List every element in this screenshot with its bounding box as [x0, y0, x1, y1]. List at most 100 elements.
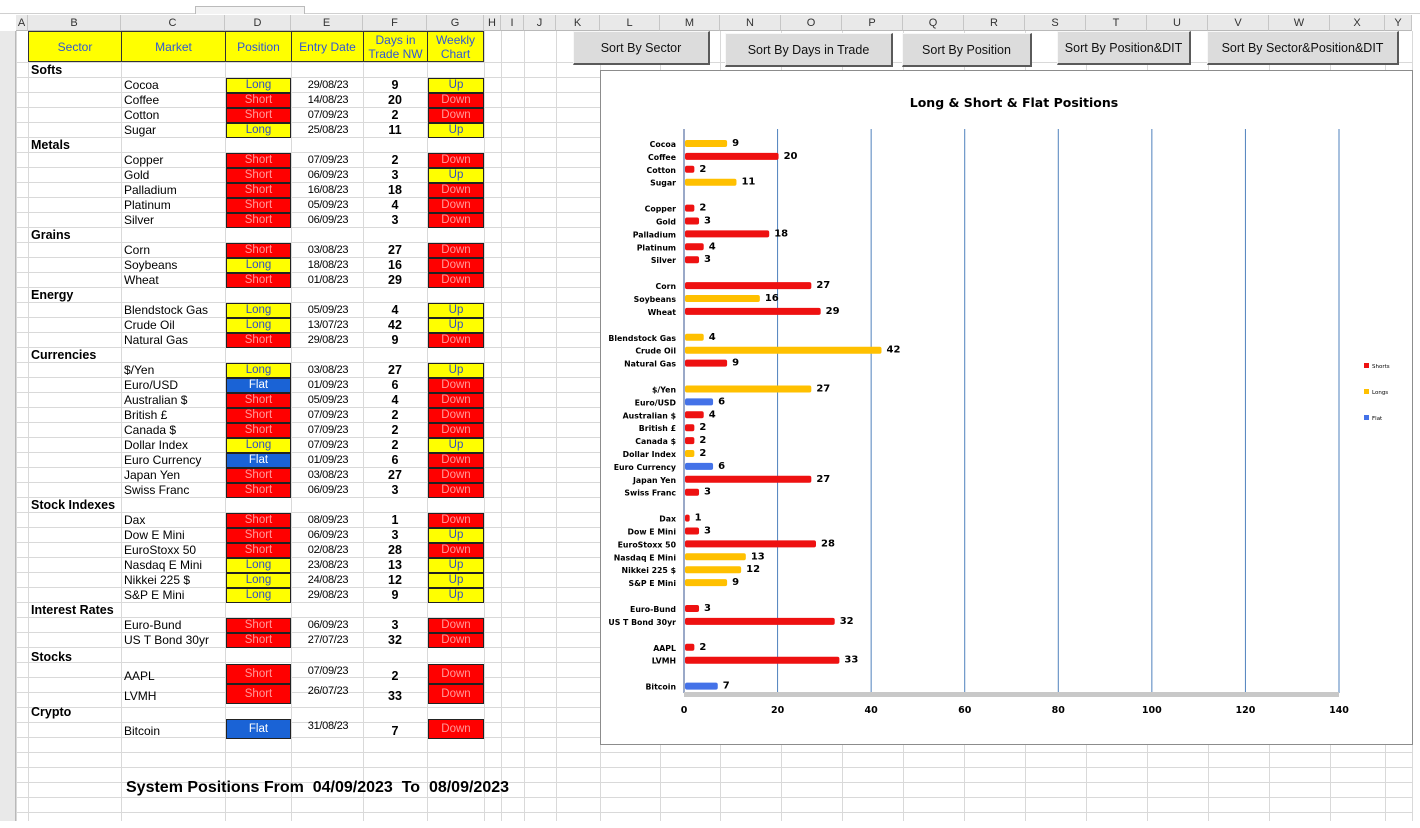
column-header[interactable]: N	[720, 15, 781, 31]
position-cell[interactable]: Long	[226, 558, 291, 573]
column-header[interactable]: C	[121, 15, 225, 31]
weekly-chart-cell[interactable]: Up	[428, 588, 484, 603]
weekly-chart-cell[interactable]: Down	[428, 258, 484, 273]
column-header[interactable]: B	[28, 15, 121, 31]
position-cell[interactable]: Long	[226, 438, 291, 453]
weekly-chart-cell[interactable]: Down	[428, 153, 484, 168]
column-header[interactable]: E	[291, 15, 363, 31]
weekly-chart-cell[interactable]: Up	[428, 438, 484, 453]
position-cell[interactable]: Long	[226, 78, 291, 93]
weekly-chart-cell[interactable]: Down	[428, 664, 484, 684]
weekly-chart-cell[interactable]: Down	[428, 183, 484, 198]
position-cell[interactable]: Long	[226, 258, 291, 273]
column-header[interactable]: A	[16, 15, 28, 31]
column-header[interactable]: J	[524, 15, 556, 31]
weekly-chart-cell[interactable]: Down	[428, 243, 484, 258]
position-cell[interactable]: Flat	[226, 378, 291, 393]
position-cell[interactable]: Flat	[226, 719, 291, 739]
column-header[interactable]: X	[1330, 15, 1385, 31]
position-cell[interactable]: Short	[226, 513, 291, 528]
position-cell[interactable]: Long	[226, 123, 291, 138]
weekly-chart-cell[interactable]: Up	[428, 78, 484, 93]
sort-by-days-button[interactable]: Sort By Days in Trade	[725, 33, 893, 67]
weekly-chart-cell[interactable]: Down	[428, 684, 484, 704]
weekly-chart-cell[interactable]: Down	[428, 93, 484, 108]
position-cell[interactable]: Short	[226, 393, 291, 408]
column-header[interactable]: I	[501, 15, 524, 31]
column-header[interactable]: L	[600, 15, 660, 31]
weekly-chart-cell[interactable]: Down	[428, 378, 484, 393]
position-cell[interactable]: Short	[226, 528, 291, 543]
position-cell[interactable]: Short	[226, 423, 291, 438]
position-cell[interactable]: Short	[226, 618, 291, 633]
sort-by-sector-position-dit-button[interactable]: Sort By Sector&Position&DIT	[1207, 31, 1399, 65]
column-header[interactable]: K	[556, 15, 600, 31]
weekly-chart-cell[interactable]: Up	[428, 303, 484, 318]
position-cell[interactable]: Long	[226, 588, 291, 603]
weekly-chart-cell[interactable]: Down	[428, 483, 484, 498]
weekly-chart-cell[interactable]: Up	[428, 558, 484, 573]
position-cell[interactable]: Short	[226, 664, 291, 684]
column-header[interactable]: U	[1147, 15, 1208, 31]
weekly-chart-cell[interactable]: Down	[428, 393, 484, 408]
position-cell[interactable]: Short	[226, 183, 291, 198]
position-cell[interactable]: Short	[226, 408, 291, 423]
position-cell[interactable]: Short	[226, 243, 291, 258]
weekly-chart-cell[interactable]: Down	[428, 719, 484, 739]
position-cell[interactable]: Short	[226, 273, 291, 288]
weekly-chart-cell[interactable]: Up	[428, 123, 484, 138]
sort-by-position-dit-button[interactable]: Sort By Position&DIT	[1057, 31, 1191, 65]
weekly-chart-cell[interactable]: Down	[428, 513, 484, 528]
column-header[interactable]: R	[964, 15, 1025, 31]
position-cell[interactable]: Short	[226, 633, 291, 648]
weekly-chart-cell[interactable]: Down	[428, 408, 484, 423]
position-cell[interactable]: Short	[226, 213, 291, 228]
weekly-chart-cell[interactable]: Up	[428, 528, 484, 543]
weekly-chart-cell[interactable]: Up	[428, 318, 484, 333]
sort-by-sector-button[interactable]: Sort By Sector	[573, 31, 710, 65]
weekly-chart-cell[interactable]: Down	[428, 273, 484, 288]
column-header[interactable]: V	[1208, 15, 1269, 31]
position-cell[interactable]: Flat	[226, 453, 291, 468]
positions-chart[interactable]: Long & Short & Flat Positions 0 20 40 60 80 10…	[600, 70, 1413, 745]
column-header[interactable]: T	[1086, 15, 1147, 31]
column-header[interactable]: Q	[903, 15, 964, 31]
weekly-chart-cell[interactable]: Up	[428, 363, 484, 378]
position-cell[interactable]: Long	[226, 363, 291, 378]
column-header[interactable]: S	[1025, 15, 1086, 31]
weekly-chart-cell[interactable]: Down	[428, 198, 484, 213]
position-cell[interactable]: Long	[226, 318, 291, 333]
column-header[interactable]: W	[1269, 15, 1330, 31]
column-header[interactable]: M	[660, 15, 720, 31]
column-header[interactable]: Y	[1385, 15, 1412, 31]
column-header[interactable]: H	[484, 15, 501, 31]
column-header[interactable]: O	[781, 15, 842, 31]
weekly-chart-cell[interactable]: Down	[428, 468, 484, 483]
position-cell[interactable]: Short	[226, 543, 291, 558]
position-cell[interactable]: Short	[226, 333, 291, 348]
position-cell[interactable]: Long	[226, 573, 291, 588]
position-cell[interactable]: Short	[226, 483, 291, 498]
position-cell[interactable]: Long	[226, 303, 291, 318]
column-header[interactable]: P	[842, 15, 903, 31]
weekly-chart-cell[interactable]: Down	[428, 423, 484, 438]
position-cell[interactable]: Short	[226, 168, 291, 183]
weekly-chart-cell[interactable]: Up	[428, 168, 484, 183]
column-header[interactable]: D	[225, 15, 291, 31]
weekly-chart-cell[interactable]: Down	[428, 633, 484, 648]
weekly-chart-cell[interactable]: Down	[428, 618, 484, 633]
weekly-chart-cell[interactable]: Down	[428, 108, 484, 123]
weekly-chart-cell[interactable]: Down	[428, 333, 484, 348]
position-cell[interactable]: Short	[226, 93, 291, 108]
position-cell[interactable]: Short	[226, 468, 291, 483]
position-cell[interactable]: Short	[226, 198, 291, 213]
weekly-chart-cell[interactable]: Down	[428, 543, 484, 558]
position-cell[interactable]: Short	[226, 153, 291, 168]
position-cell[interactable]: Short	[226, 684, 291, 704]
column-header[interactable]: F	[363, 15, 427, 31]
weekly-chart-cell[interactable]: Down	[428, 453, 484, 468]
column-header[interactable]: G	[427, 15, 484, 31]
weekly-chart-cell[interactable]: Up	[428, 573, 484, 588]
sort-by-position-button[interactable]: Sort By Position	[902, 33, 1032, 67]
weekly-chart-cell[interactable]: Down	[428, 213, 484, 228]
